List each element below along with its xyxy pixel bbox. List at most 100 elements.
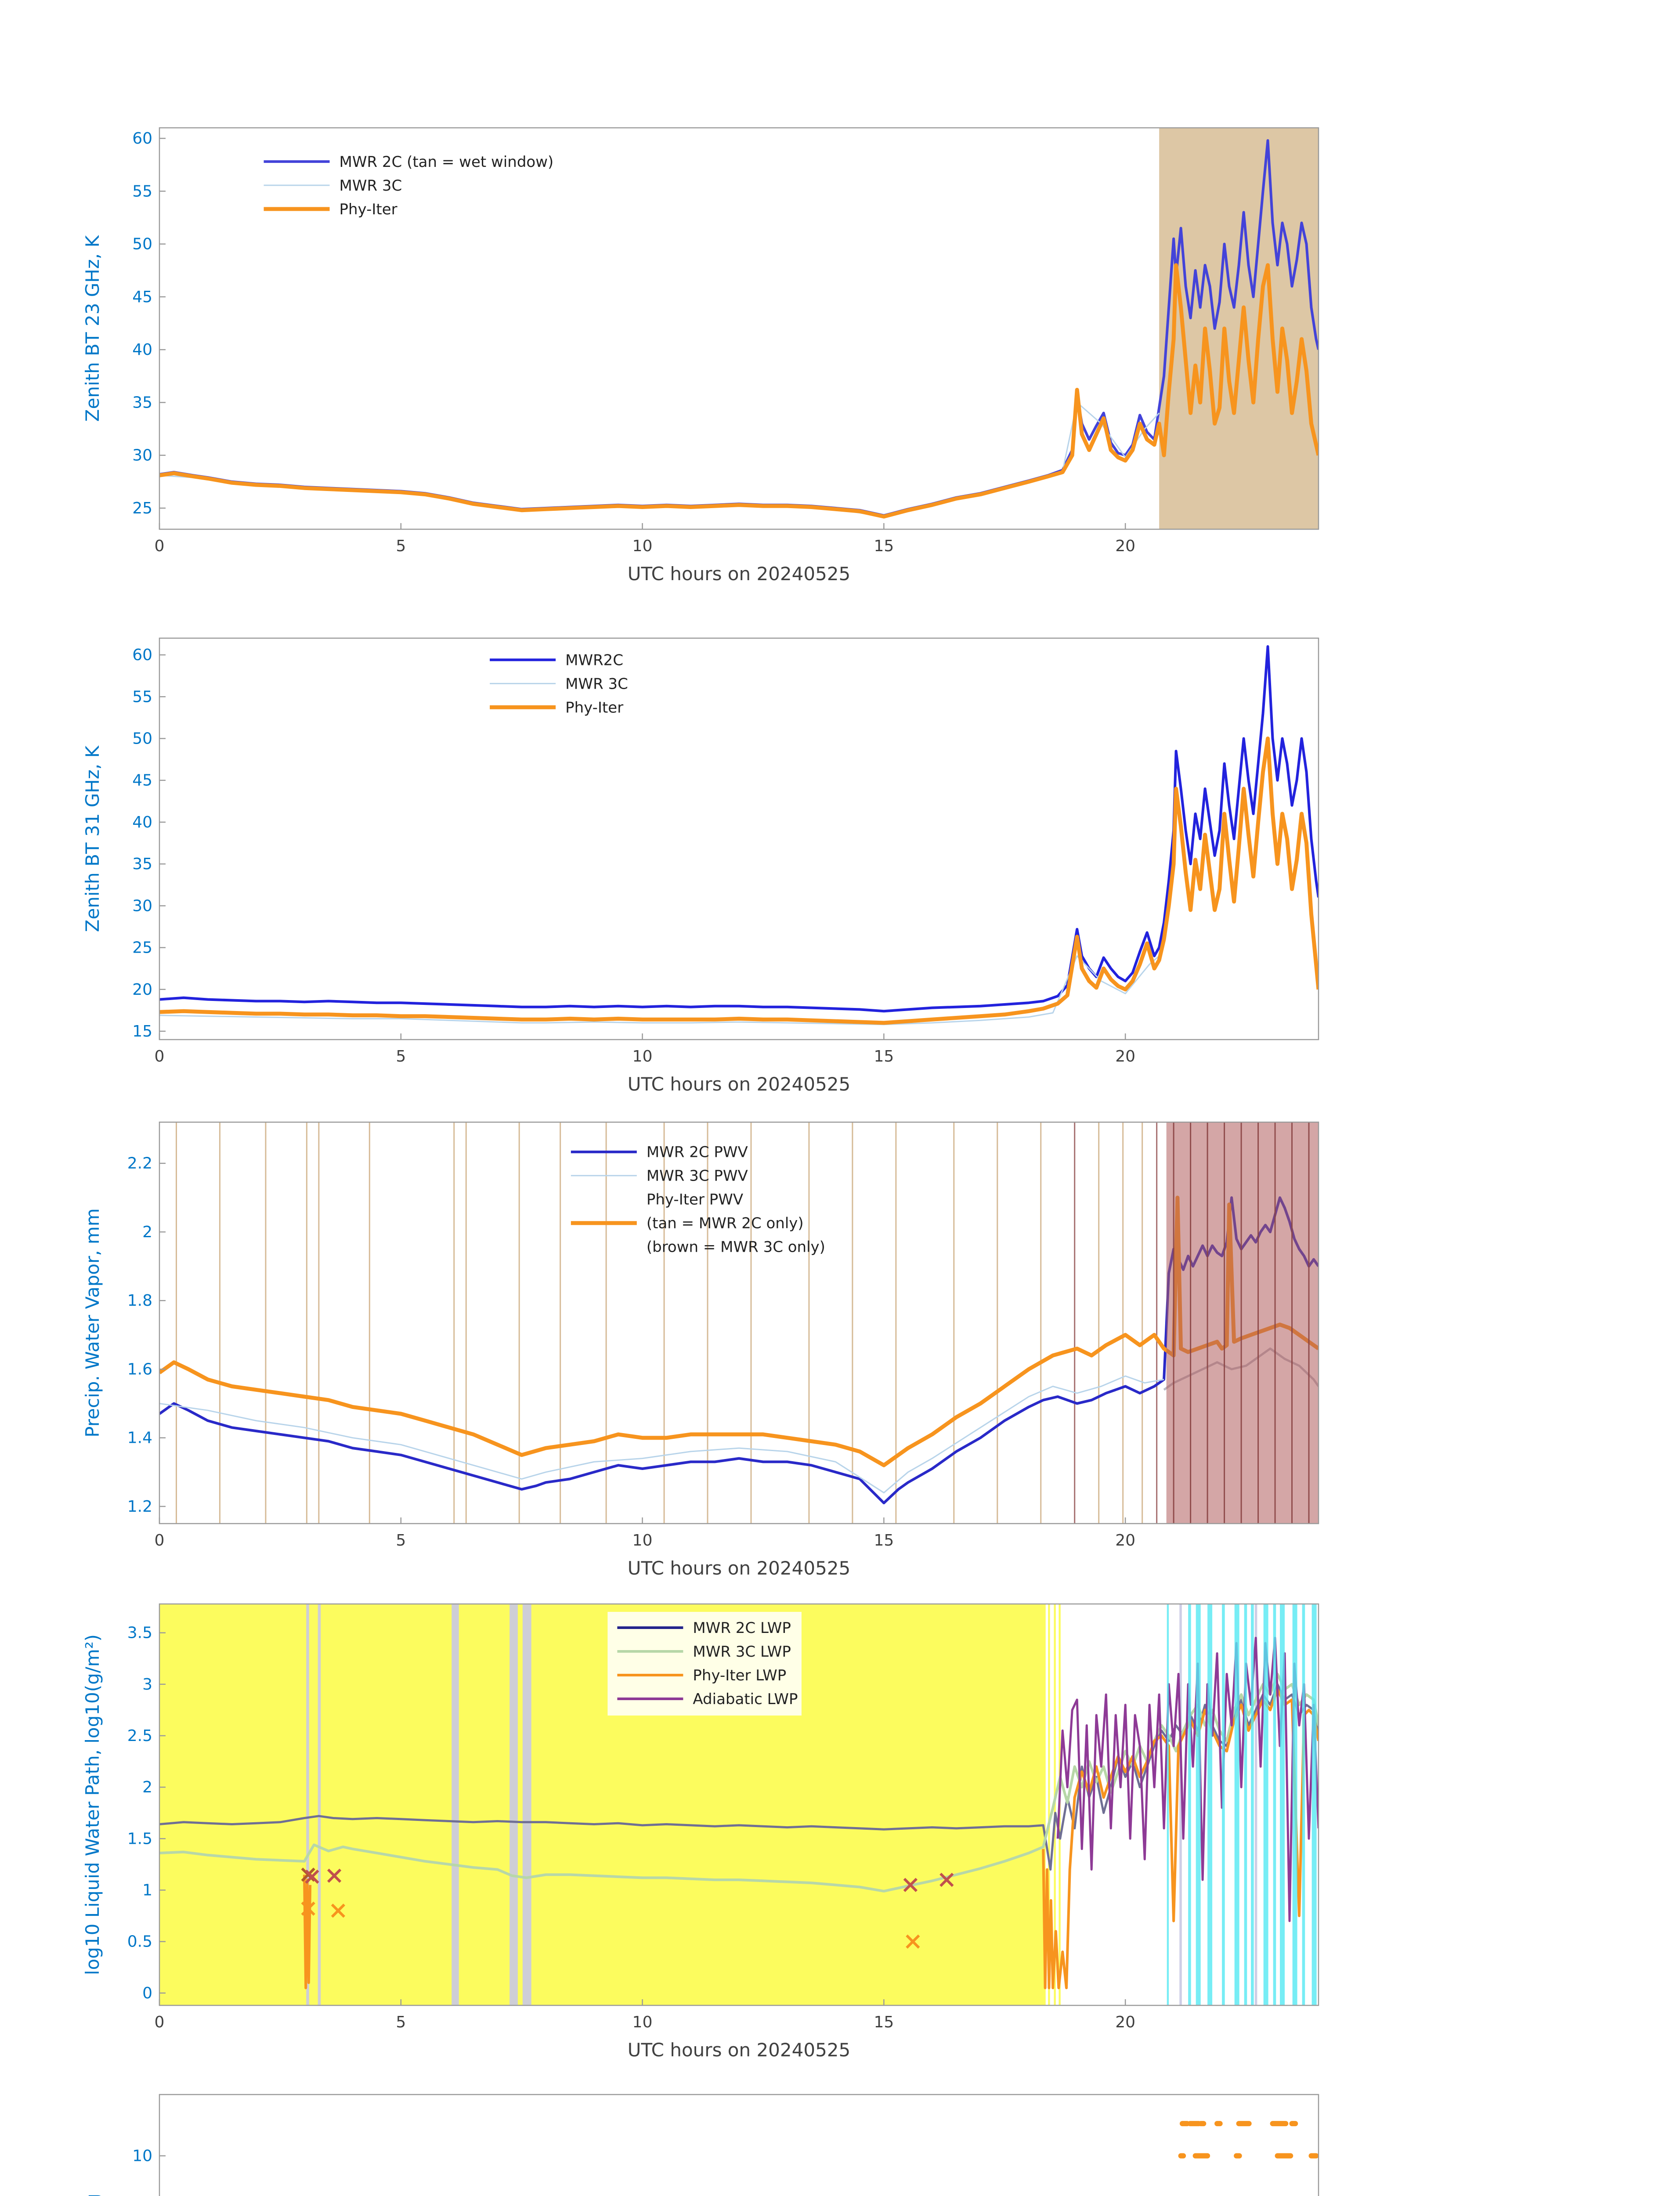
y-tick-label: 30 [132,447,152,465]
series-phy-iter [159,263,1319,519]
panel-3-overlays [1167,1604,1317,2005]
x-tick-label: 5 [396,1531,406,1549]
x-tick-label: 10 [632,1047,653,1065]
y-tick-label: 60 [132,646,152,664]
y-tick-label: 55 [132,182,152,200]
y-tick-label: 15 [132,1022,152,1040]
panel-0: 0 5 10 15 20 25 30 35 40 45 50 55 60 Zenith BT 23 GHz… [82,127,1319,585]
series-mwr-3c-pwv [159,1375,1164,1494]
x-axis-label: UTC hours on 20240525 [628,1557,851,1579]
shaded-region [1244,1604,1247,2005]
y-tick-label: 50 [132,730,152,748]
x-tick-label: 20 [1115,1047,1135,1065]
series-phy-iter-lwp-b [1042,1688,1319,1990]
legend-label-mwr-3c: MWR 3C [565,675,628,693]
y-axis-label: Precip. Water Vapor, mm [82,1208,103,1438]
y-tick-label: 25 [132,499,152,517]
x-tick-label: 0 [155,1531,165,1549]
series-mwr2c [159,645,1319,1013]
x-tick-label: 20 [1115,537,1135,555]
y-tick-label: 50 [132,235,152,253]
x-tick-label: 0 [155,2013,165,2031]
x-tick-label: 0 [155,537,165,555]
axes-frame [159,1603,1319,2006]
legend-label-phy-iter-lwp: Phy-Iter LWP [693,1667,786,1684]
shaded-region [1311,1604,1317,2005]
y-tick-label: 20 [132,981,152,999]
y-tick-label: 1.4 [127,1429,152,1447]
x-marker [906,1934,920,1949]
x-tick-label: 10 [632,537,653,555]
x-axis-label: UTC hours on 20240525 [628,563,851,585]
y-tick-label: 35 [132,394,152,412]
panel-2-under [175,1122,1158,1524]
x-tick-label: 20 [1115,2013,1135,2031]
x-marker [903,1878,918,1892]
legend-label-mwr-3c-pwv: MWR 3C PWV [647,1167,748,1185]
y-axis-label: Zenith BT 23 GHz, K [82,235,103,422]
x-axis-label: UTC hours on 20240525 [628,2039,851,2061]
shaded-region [1207,1604,1213,2005]
shaded-region [1048,1604,1050,2005]
y-tick-label: 1.8 [127,1292,152,1310]
x-tick-label: 5 [396,2013,406,2031]
series-phy-iter-lwp-a [303,1875,312,1990]
x-marker [331,1903,345,1918]
shaded-region [1302,1604,1305,2005]
y-tick-label: 35 [132,855,152,873]
x-marker [939,1872,954,1887]
x-marker [327,1868,342,1883]
series-phy-iter [159,737,1319,1025]
axes-frame [159,2094,1319,2196]
shaded-region [1166,1122,1319,1524]
x-tick-label: 15 [874,1531,894,1549]
legend: MWR 2C (tan = wet window) MWR 3C Phy-Iter [264,153,554,218]
x-tick-label: 10 [632,1531,653,1549]
legend-label-mwr-2c-lwp: MWR 2C LWP [693,1619,791,1637]
axes-frame [159,127,1319,530]
y-tick-label: 2.5 [127,1727,152,1745]
panel-0-under [1159,128,1319,529]
y-tick-label: 45 [132,772,152,790]
panel-2-overlays [1166,1122,1319,1524]
series-mwr-3c [159,401,1160,517]
shaded-region [1254,1604,1257,2005]
shaded-region [1167,1604,1169,2005]
panel-1-series [159,645,1319,1026]
legend-label-phy-iter: Phy-Iter [340,201,397,218]
x-marker [305,1869,319,1884]
y-tick-label: 1 [142,1882,152,1900]
legend-label-mwr-2c-pwv: MWR 2C PWV [647,1144,748,1161]
y-tick-label: 55 [132,688,152,706]
legend: MWR 2C PWV MWR 3C PWV Phy-Iter PWV (tan = M… [571,1144,825,1256]
shaded-region [1263,1604,1268,2005]
panel-3: 0 5 10 15 20 0 0.5 1 1.5 2 2.5 3 3.5 log10 Liquid Wat… [82,1603,1319,2061]
x-tick-label: 0 [155,1047,165,1065]
y-tick-label: 1.6 [127,1360,152,1378]
y-tick-label: 45 [132,288,152,306]
series-mwr-3c-lwp [159,1672,1319,1893]
y-tick-label: 3.5 [127,1624,152,1642]
shaded-region [318,1604,321,2005]
legend-label-mwr-2c-tan-wet-window: MWR 2C (tan = wet window) [340,153,554,171]
axes-frame [159,1121,1319,1524]
y-tick-label: 60 [132,130,152,148]
shaded-region [159,1604,1046,2005]
y-tick-label: 25 [132,939,152,957]
shaded-region [452,1604,459,2005]
y-axis-label: MWR Phy Iter DQ Flag [82,2194,103,2196]
legend: MWR 2C LWP MWR 3C LWP Phy-Iter LWP Adiabati… [607,1611,802,1716]
legend-label-adiabatic-lwp: Adiabatic LWP [693,1690,798,1708]
shaded-region [1273,1604,1276,2005]
axes-frame [159,637,1319,1040]
shaded-region [1251,1604,1254,2005]
legend-label-mwr-3c: MWR 3C [340,177,402,195]
y-tick-label: 3 [142,1676,152,1694]
shaded-region [1159,128,1319,529]
x-axis-label: UTC hours on 20240525 [628,1073,851,1095]
y-tick-label: 0.5 [127,1933,152,1951]
x-tick-label: 15 [874,537,894,555]
